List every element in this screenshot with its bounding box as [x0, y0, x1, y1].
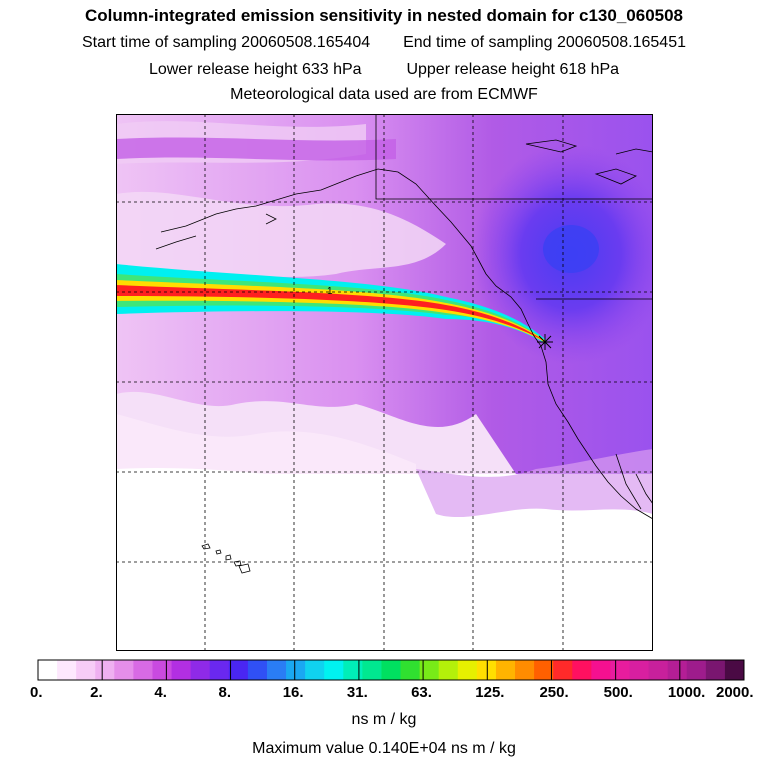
colorbar-cell	[400, 660, 421, 680]
colorbar-cell	[38, 660, 58, 680]
colorbar-cell	[591, 660, 611, 680]
colorbar-cell	[209, 660, 230, 680]
colorbar-cell	[667, 660, 688, 680]
colorbar-cell	[724, 660, 745, 680]
figure-title: Column-integrated emission sensitivity i…	[84, 6, 684, 25]
colorbar-cell	[648, 660, 669, 680]
lower-height-label: Lower release height	[148, 61, 298, 78]
plume-contour-label: 1	[327, 286, 333, 297]
colorbar-cell	[133, 660, 153, 680]
sampling-time-line: Start time of sampling 20060508.165404 E…	[0, 34, 768, 52]
colorbar-cell	[95, 660, 115, 680]
colorbar-tick-label: 2000.	[716, 684, 754, 701]
colorbar-cell	[572, 660, 592, 680]
lower-height-value: 633 hPa	[301, 61, 362, 78]
end-time-value: 20060508.165451	[556, 34, 686, 51]
colorbar-cell	[534, 660, 554, 680]
colorbar-tick-label: 250.	[539, 684, 568, 701]
colorbar-cell	[57, 660, 77, 680]
colorbar-cell	[686, 660, 707, 680]
colorbar-cell	[305, 660, 325, 680]
colorbar-cell	[286, 660, 306, 680]
colorbar-cell	[629, 660, 650, 680]
colorbar-cell	[343, 660, 363, 680]
colorbar-cell	[171, 660, 192, 680]
start-time-value: 20060508.165404	[241, 34, 371, 51]
colorbar-cell	[705, 660, 726, 680]
coastlines	[155, 114, 653, 520]
colorbar-tick-labels: 0. 2. 4. 8. 16. 31. 63. 125. 250. 500. 1000. 2000.	[30, 660, 754, 701]
colorbar-cell	[610, 660, 631, 680]
colorbar-cell	[324, 660, 344, 680]
maximum-value-line: Maximum value 0.140E+04 ns m / kg	[0, 740, 768, 758]
release-height-line: Lower release height 633 hPa Upper relea…	[0, 61, 768, 79]
colorbar-cell	[362, 660, 382, 680]
colorbar-tick-label: 63.	[411, 684, 432, 701]
colorbar-cell	[266, 660, 287, 680]
colorbar-cell	[228, 660, 249, 680]
colorbar-cell	[553, 660, 573, 680]
upper-height-value: 618 hPa	[559, 61, 620, 78]
colorbar-cell	[457, 660, 478, 680]
colorbar-tick-label: 4.	[154, 684, 167, 701]
colorbar-cell	[152, 660, 173, 680]
met-data-line: Meteorological data used are from ECMWF	[230, 86, 538, 103]
colorbar-units: ns m / kg	[351, 711, 417, 728]
colorbar-tick-label: 1000.	[668, 684, 706, 701]
colorbar-cell	[76, 660, 96, 680]
colorbar-cell	[247, 660, 268, 680]
max-value-units: ns m / kg	[450, 740, 516, 757]
low-sensitivity-region-2	[116, 191, 446, 277]
pale-region-south	[116, 468, 486, 651]
colorbar-tick-label: 2.	[90, 684, 103, 701]
colorbar-cell	[114, 660, 134, 680]
start-time-label: Start time of sampling	[81, 34, 237, 51]
colorbar-cell	[190, 660, 211, 680]
colorbar-cells	[38, 660, 745, 680]
colorbar-tick-label: 125.	[475, 684, 504, 701]
colorbar-cell	[438, 660, 459, 680]
colorbar-tick-label: 31.	[347, 684, 368, 701]
colorbar-cell	[476, 660, 497, 680]
colorbar-cell	[381, 660, 402, 680]
sensitivity-fringe-south	[416, 449, 653, 518]
colorbar-tick-label: 8.	[219, 684, 232, 701]
hawaii-islands	[201, 543, 251, 574]
colorbar-tick-label: 16.	[283, 684, 304, 701]
colorbar-cell	[495, 660, 516, 680]
colorbar-frame	[37, 659, 745, 681]
max-value: 0.140E+04	[368, 740, 447, 757]
colorbar-tick-label: 500.	[604, 684, 633, 701]
colorbar-tick-label: 0.	[30, 684, 43, 701]
map-frame	[116, 114, 653, 651]
plume-red	[116, 285, 546, 342]
colorbar-cell	[419, 660, 440, 680]
sensitivity-band-north	[116, 137, 396, 161]
colorbar-cell	[515, 660, 535, 680]
high-sensitivity-core	[543, 225, 599, 273]
star-marker-icon	[537, 334, 553, 350]
pale-region-southwest	[116, 414, 416, 474]
max-value-label: Maximum value	[252, 740, 365, 757]
upper-height-label: Upper release height	[406, 61, 555, 78]
end-time-label: End time of sampling	[403, 34, 553, 51]
sensitivity-map: 1	[116, 114, 653, 651]
